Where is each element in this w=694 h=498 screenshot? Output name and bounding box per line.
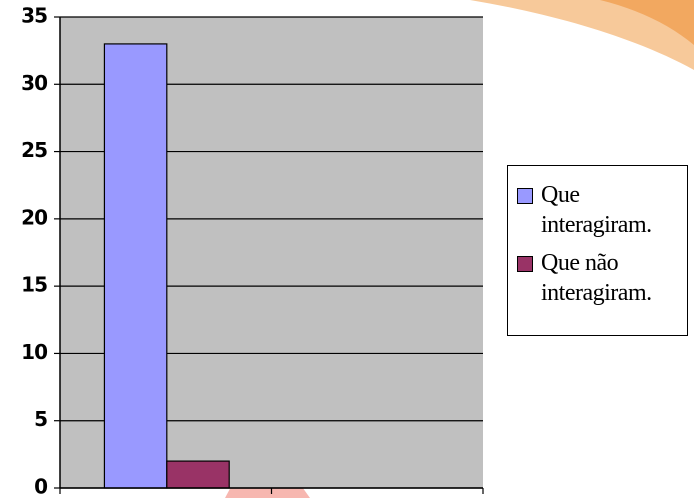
y-tick-label: 15 bbox=[21, 273, 47, 297]
legend-label: Que interagiram. bbox=[541, 182, 652, 238]
legend-entry: Que não interagiram. bbox=[517, 248, 683, 308]
legend-swatch bbox=[517, 188, 533, 204]
y-tick-label: 25 bbox=[21, 138, 47, 162]
legend-label: Que não interagiram. bbox=[541, 250, 652, 306]
bar bbox=[166, 460, 230, 489]
legend-entry: Que interagiram. bbox=[517, 180, 683, 240]
bar bbox=[103, 43, 168, 489]
legend-swatch bbox=[517, 256, 533, 272]
y-tick-label: 0 bbox=[34, 475, 47, 498]
y-tick-label: 30 bbox=[21, 71, 47, 95]
decoration bbox=[600, 0, 694, 45]
legend: Que interagiram. Que não interagiram. bbox=[507, 165, 688, 336]
y-tick-label: 35 bbox=[21, 4, 47, 28]
ticks: 0 5 10 15 20 25 30 35 bbox=[21, 4, 484, 498]
y-tick-label: 5 bbox=[34, 407, 47, 431]
y-tick-label: 10 bbox=[21, 340, 47, 364]
decoration bbox=[470, 0, 694, 70]
y-tick-label: 20 bbox=[21, 205, 47, 229]
